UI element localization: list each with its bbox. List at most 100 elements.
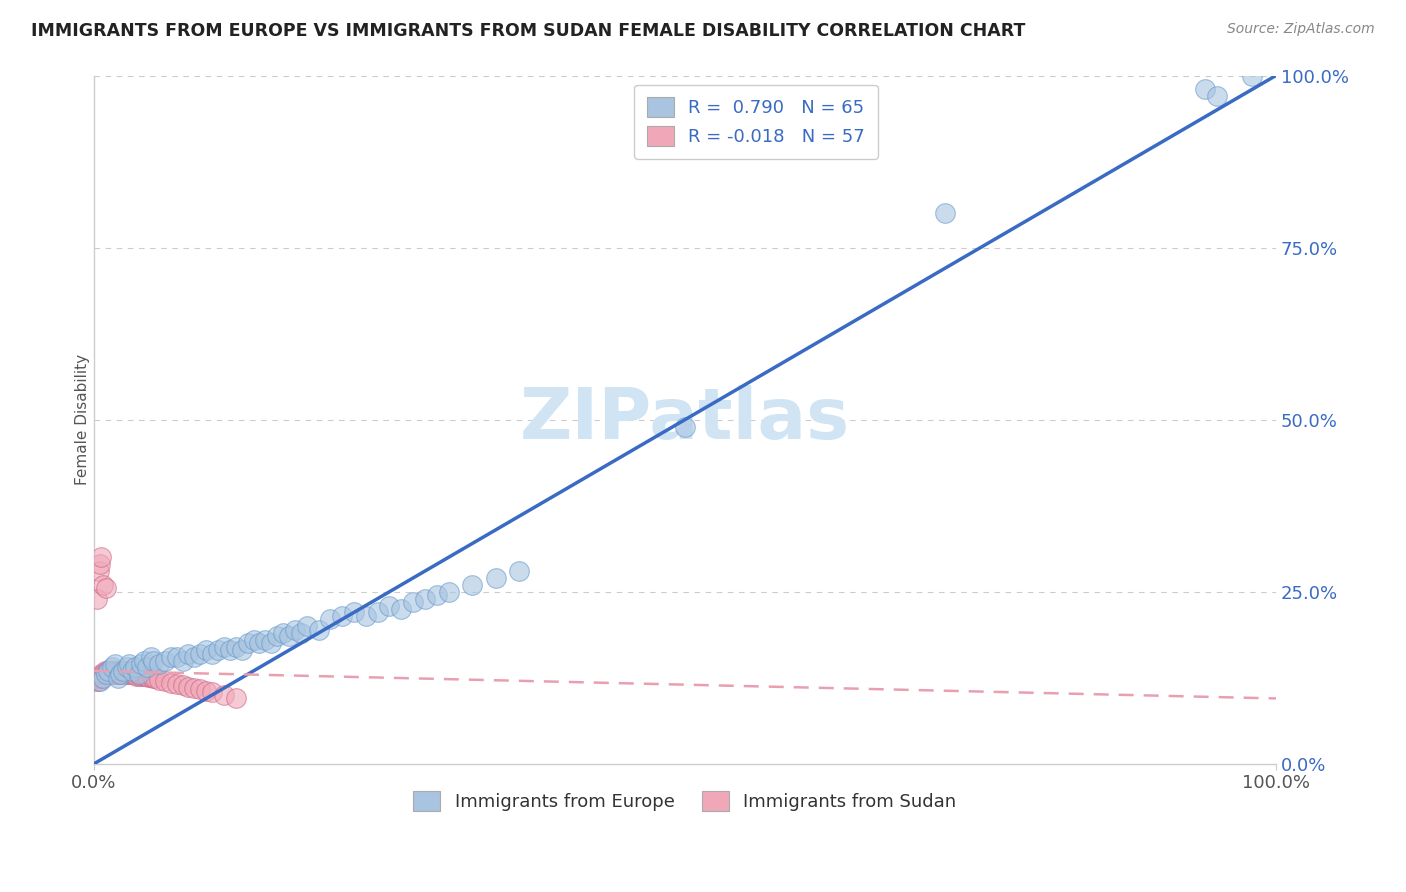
Point: [115, 667, 138, 681]
Point: [308, 623, 330, 637]
Point: [114, 667, 136, 681]
Point: [166, 650, 188, 665]
Point: [242, 632, 264, 647]
Point: [136, 670, 159, 684]
Point: [437, 584, 460, 599]
Point: [118, 657, 141, 671]
Point: [94, 582, 117, 596]
Point: [260, 636, 283, 650]
Text: ZIPatlas: ZIPatlas: [520, 385, 851, 454]
Point: [107, 671, 129, 685]
Point: [330, 608, 353, 623]
Point: [195, 643, 218, 657]
Point: [103, 664, 125, 678]
Point: [136, 660, 159, 674]
Point: [142, 654, 165, 668]
Point: [934, 206, 956, 220]
Point: [402, 595, 425, 609]
Point: [124, 660, 146, 674]
Point: [254, 632, 277, 647]
Point: [231, 643, 253, 657]
Point: [172, 654, 194, 668]
Point: [207, 643, 229, 657]
Point: [225, 640, 247, 654]
Point: [284, 623, 307, 637]
Point: [139, 650, 162, 665]
Point: [128, 667, 150, 681]
Point: [89, 674, 111, 689]
Point: [104, 657, 127, 671]
Point: [93, 578, 115, 592]
Point: [413, 591, 436, 606]
Point: [139, 670, 162, 684]
Point: [148, 657, 170, 671]
Point: [107, 664, 129, 678]
Point: [115, 664, 138, 678]
Point: [86, 591, 108, 606]
Point: [271, 626, 294, 640]
Point: [172, 678, 194, 692]
Point: [97, 664, 120, 678]
Point: [101, 667, 124, 681]
Point: [295, 619, 318, 633]
Legend: Immigrants from Europe, Immigrants from Sudan: Immigrants from Europe, Immigrants from …: [401, 779, 969, 823]
Point: [1241, 69, 1264, 83]
Point: [354, 608, 377, 623]
Text: IMMIGRANTS FROM EUROPE VS IMMIGRANTS FROM SUDAN FEMALE DISABILITY CORRELATION CH: IMMIGRANTS FROM EUROPE VS IMMIGRANTS FRO…: [31, 22, 1025, 40]
Point: [84, 674, 107, 689]
Point: [367, 606, 389, 620]
Point: [94, 667, 117, 681]
Point: [278, 630, 301, 644]
Point: [90, 667, 112, 681]
Point: [142, 672, 165, 686]
Point: [105, 664, 128, 678]
Point: [1205, 89, 1227, 103]
Point: [100, 667, 122, 681]
Point: [91, 671, 114, 685]
Point: [145, 672, 167, 686]
Point: [111, 667, 134, 681]
Point: [100, 664, 122, 678]
Point: [343, 606, 366, 620]
Y-axis label: Female Disability: Female Disability: [76, 354, 90, 485]
Point: [96, 664, 118, 678]
Point: [108, 667, 131, 681]
Point: [107, 667, 129, 681]
Point: [108, 667, 131, 681]
Point: [97, 667, 120, 681]
Point: [122, 667, 145, 681]
Point: [485, 571, 508, 585]
Point: [93, 664, 115, 678]
Point: [87, 564, 110, 578]
Point: [195, 684, 218, 698]
Text: Source: ZipAtlas.com: Source: ZipAtlas.com: [1227, 22, 1375, 37]
Point: [236, 636, 259, 650]
Point: [129, 657, 152, 671]
Point: [159, 650, 181, 665]
Point: [125, 669, 148, 683]
Point: [673, 419, 696, 434]
Point: [378, 599, 401, 613]
Point: [212, 688, 235, 702]
Point: [201, 647, 224, 661]
Point: [290, 626, 312, 640]
Point: [508, 564, 530, 578]
Point: [110, 664, 132, 678]
Point: [1194, 82, 1216, 96]
Point: [104, 667, 127, 681]
Point: [153, 674, 176, 689]
Point: [177, 647, 200, 661]
Point: [461, 578, 484, 592]
Point: [225, 690, 247, 705]
Point: [118, 667, 141, 681]
Point: [93, 667, 115, 681]
Point: [112, 664, 135, 678]
Point: [94, 667, 117, 681]
Point: [148, 673, 170, 687]
Point: [112, 664, 135, 678]
Point: [218, 643, 240, 657]
Point: [90, 550, 112, 565]
Point: [201, 685, 224, 699]
Point: [188, 647, 211, 661]
Point: [188, 682, 211, 697]
